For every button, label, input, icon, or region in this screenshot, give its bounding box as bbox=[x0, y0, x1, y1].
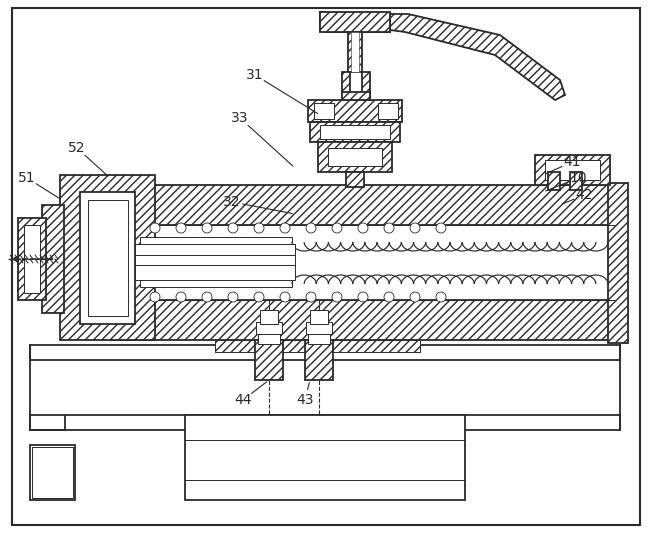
Circle shape bbox=[436, 223, 446, 233]
Bar bbox=[310, 122, 400, 142]
Bar bbox=[30, 415, 620, 430]
Circle shape bbox=[306, 292, 316, 302]
Circle shape bbox=[228, 223, 238, 233]
Bar bbox=[535, 155, 610, 185]
Circle shape bbox=[176, 292, 186, 302]
Text: 42: 42 bbox=[575, 188, 593, 202]
Bar bbox=[570, 172, 582, 190]
Bar bbox=[342, 72, 350, 97]
Bar bbox=[320, 12, 390, 32]
Bar bbox=[305, 340, 333, 380]
Bar bbox=[318, 142, 392, 172]
Bar bbox=[258, 332, 280, 344]
Bar bbox=[24, 225, 40, 293]
Bar bbox=[110, 185, 615, 225]
Bar bbox=[80, 192, 135, 324]
Text: 52: 52 bbox=[68, 141, 86, 155]
Bar bbox=[140, 237, 292, 287]
Circle shape bbox=[332, 223, 342, 233]
Bar bbox=[362, 72, 370, 97]
Bar bbox=[348, 32, 362, 72]
Bar bbox=[42, 205, 64, 313]
Circle shape bbox=[306, 223, 316, 233]
Bar bbox=[30, 345, 620, 360]
Bar bbox=[110, 300, 615, 340]
Circle shape bbox=[410, 223, 420, 233]
Bar bbox=[185, 415, 465, 500]
Bar bbox=[88, 200, 128, 316]
Bar bbox=[255, 340, 283, 380]
Circle shape bbox=[280, 292, 290, 302]
Bar bbox=[30, 445, 75, 500]
Bar bbox=[308, 332, 330, 344]
Bar bbox=[215, 340, 420, 352]
Polygon shape bbox=[320, 12, 390, 32]
Circle shape bbox=[436, 292, 446, 302]
Text: 31: 31 bbox=[246, 68, 264, 82]
Circle shape bbox=[150, 223, 160, 233]
Circle shape bbox=[202, 223, 212, 233]
Bar bbox=[548, 172, 560, 190]
Circle shape bbox=[358, 223, 368, 233]
Text: 32: 32 bbox=[223, 195, 241, 209]
Text: 41: 41 bbox=[563, 155, 581, 169]
Circle shape bbox=[280, 223, 290, 233]
Bar bbox=[346, 172, 364, 187]
Text: 10: 10 bbox=[569, 171, 587, 185]
Bar bbox=[256, 322, 282, 334]
Bar bbox=[378, 103, 398, 119]
Circle shape bbox=[384, 223, 394, 233]
Bar bbox=[351, 32, 359, 72]
Bar bbox=[342, 92, 370, 100]
Bar bbox=[328, 148, 382, 166]
Bar bbox=[260, 310, 278, 324]
Circle shape bbox=[384, 292, 394, 302]
Circle shape bbox=[332, 292, 342, 302]
Circle shape bbox=[410, 292, 420, 302]
Bar bbox=[320, 125, 390, 139]
Bar bbox=[135, 244, 295, 280]
Circle shape bbox=[254, 292, 264, 302]
Text: 43: 43 bbox=[296, 393, 314, 407]
Bar bbox=[545, 160, 600, 180]
Circle shape bbox=[202, 292, 212, 302]
Bar bbox=[18, 218, 46, 300]
Circle shape bbox=[254, 223, 264, 233]
Circle shape bbox=[228, 292, 238, 302]
Text: 51: 51 bbox=[18, 171, 36, 185]
Bar bbox=[60, 175, 155, 340]
Circle shape bbox=[358, 292, 368, 302]
Polygon shape bbox=[390, 14, 565, 100]
Text: 44: 44 bbox=[234, 393, 252, 407]
Bar bbox=[314, 103, 334, 119]
Circle shape bbox=[150, 292, 160, 302]
Bar bbox=[306, 322, 332, 334]
Bar bbox=[32, 447, 73, 498]
Text: 33: 33 bbox=[231, 111, 249, 125]
Bar bbox=[308, 100, 402, 122]
Bar bbox=[608, 183, 628, 343]
Circle shape bbox=[176, 223, 186, 233]
Bar bbox=[310, 310, 328, 324]
